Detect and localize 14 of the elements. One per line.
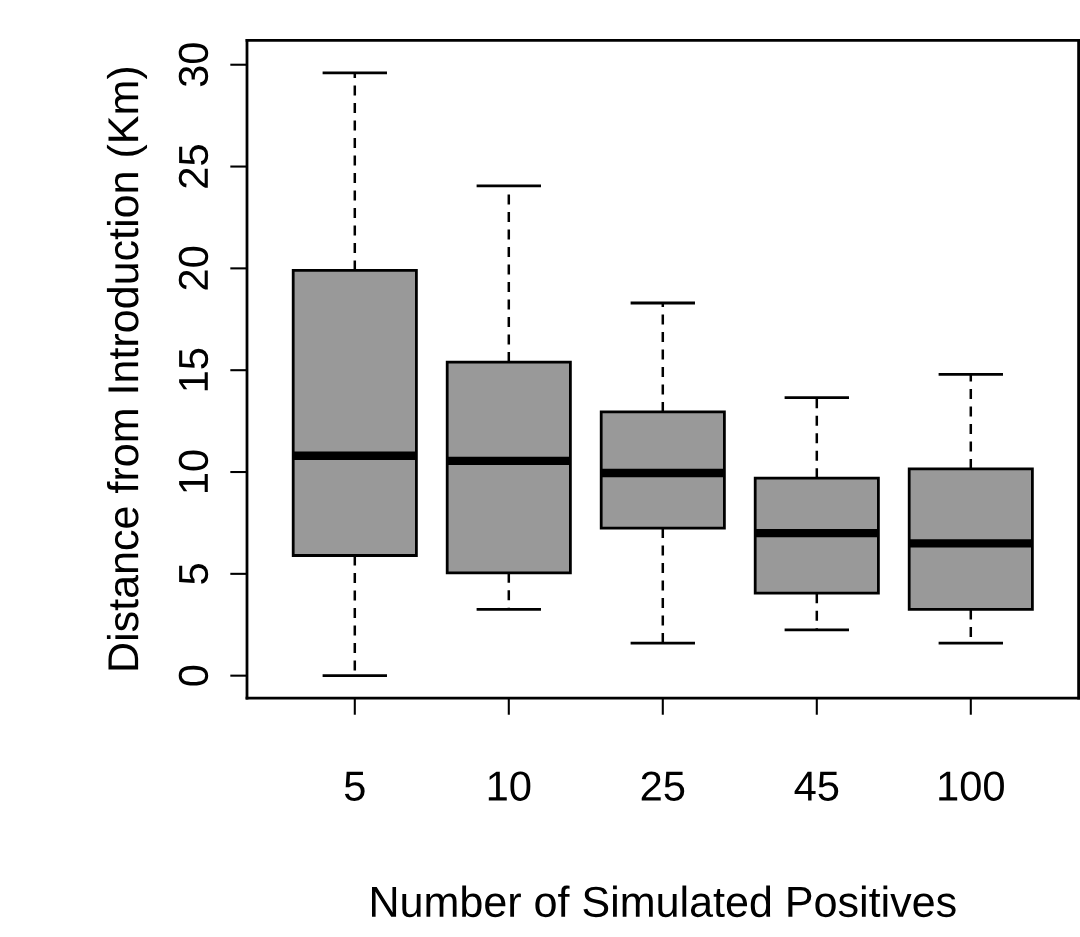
y-tick-label: 30 (178, 43, 209, 87)
x-tick-label: 5 (344, 771, 365, 801)
x-tick-label: 45 (794, 771, 839, 801)
x-tick-label: 25 (641, 771, 685, 801)
y-tick-label: 25 (178, 145, 209, 188)
x-axis-title: Number of Simulated Positives (372, 885, 956, 918)
y-tick-label: 15 (179, 348, 209, 391)
y-tick-label: 20 (178, 246, 209, 290)
y-axis-title: Distance from Introduction (Km) (106, 67, 148, 670)
x-tick-label: 10 (488, 771, 531, 801)
y-tick-label: 0 (178, 665, 209, 686)
y-tick-label: 5 (179, 564, 209, 584)
y-tick-label: 10 (178, 450, 209, 493)
x-tick-label: 100 (939, 771, 1004, 801)
